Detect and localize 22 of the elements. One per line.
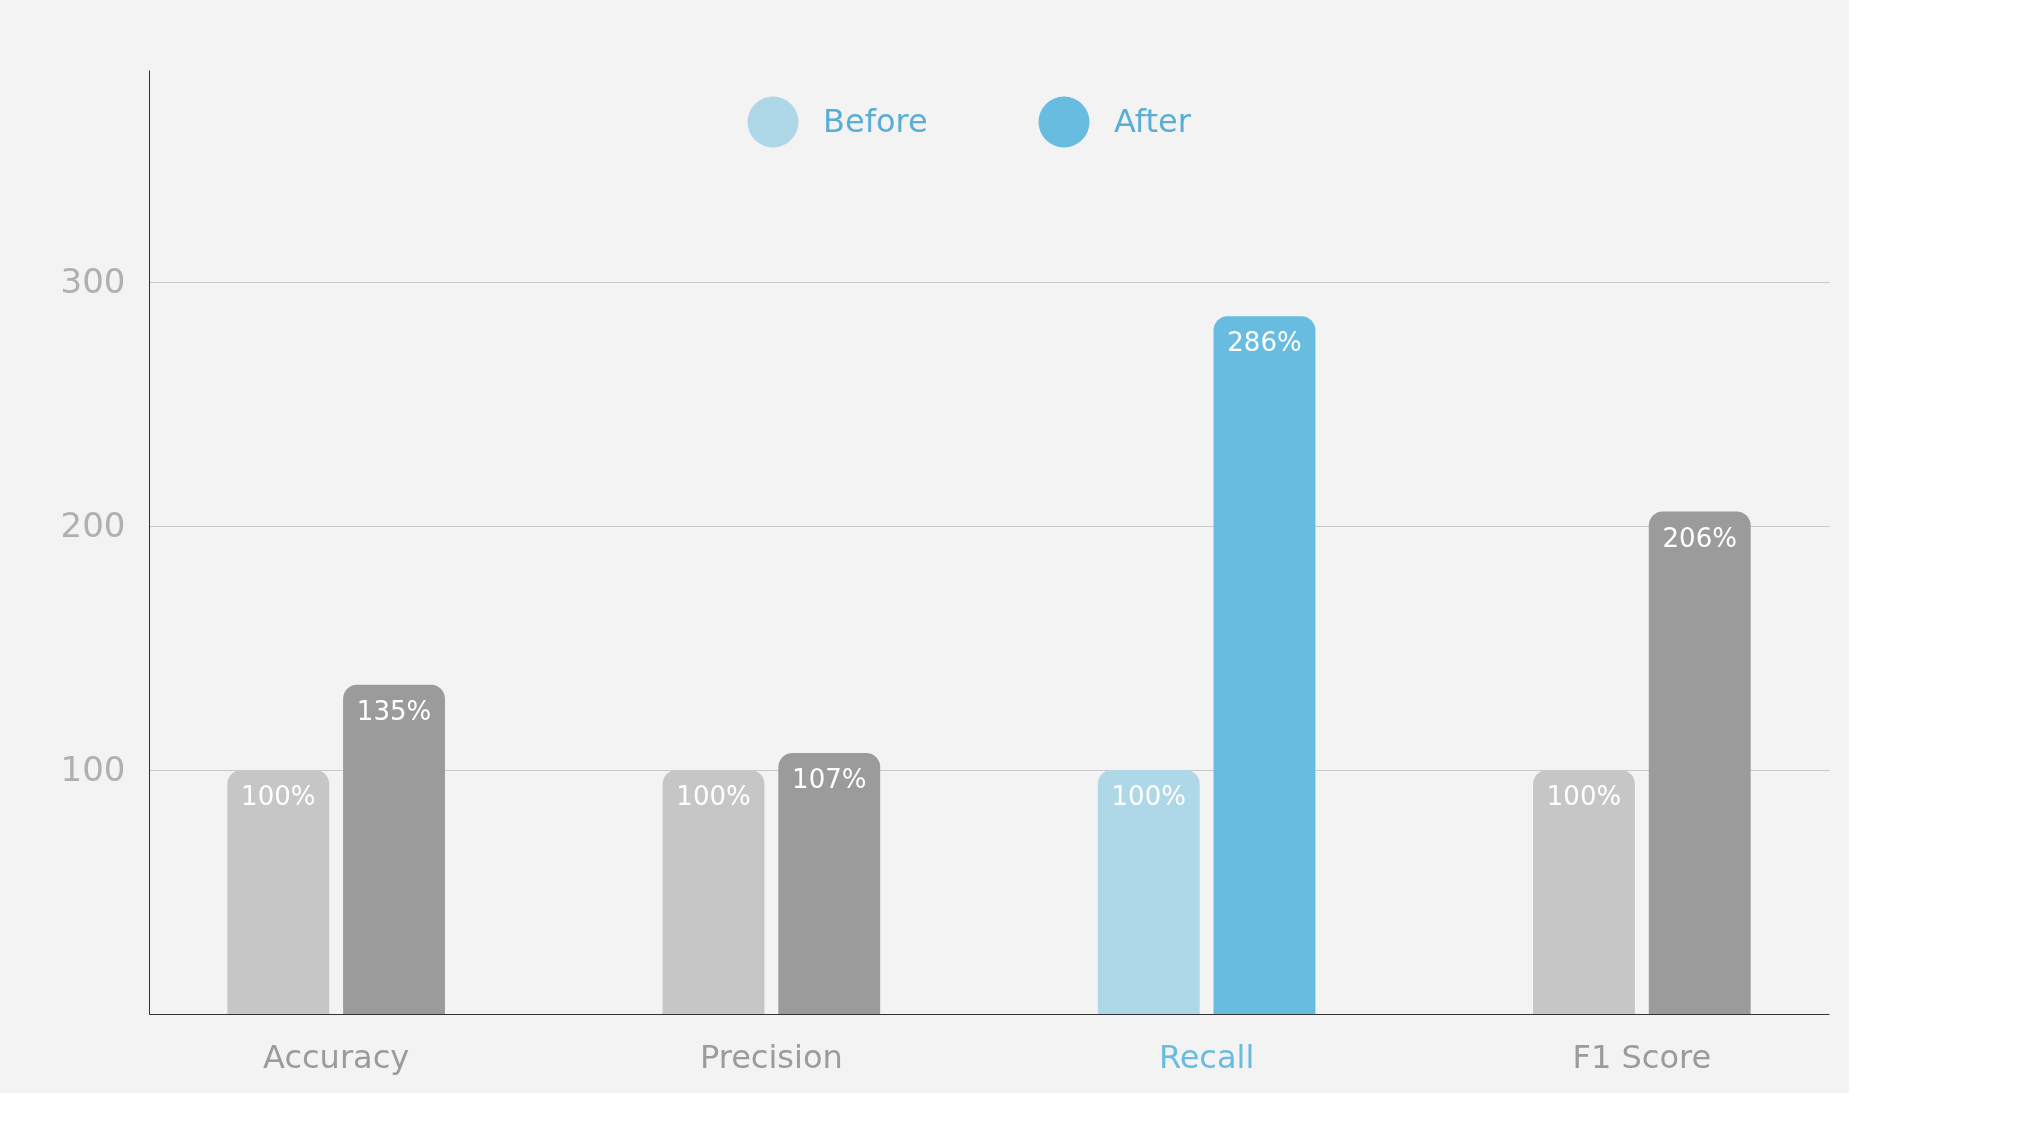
y-tick-label: 100 bbox=[60, 748, 126, 789]
y-tick-label: 200 bbox=[60, 504, 126, 545]
x-tick-label: F1 Score bbox=[1572, 1037, 1712, 1076]
data-label: 100% bbox=[1546, 781, 1622, 812]
data-label: 100% bbox=[676, 781, 751, 812]
data-label: 286% bbox=[1227, 327, 1302, 358]
bar bbox=[343, 684, 445, 1014]
bar bbox=[1648, 511, 1751, 1014]
bar bbox=[1213, 316, 1316, 1014]
legend-label: After bbox=[1114, 102, 1192, 140]
bar bbox=[778, 753, 881, 1014]
data-label: 206% bbox=[1662, 522, 1737, 553]
x-tick-label: Recall bbox=[1158, 1037, 1255, 1076]
legend-label: Before bbox=[823, 102, 928, 140]
data-label: 107% bbox=[792, 764, 867, 794]
x-tick-label: Precision bbox=[699, 1037, 843, 1076]
bar bbox=[1097, 770, 1200, 1014]
y-tick-label: 300 bbox=[60, 260, 126, 301]
data-label: 135% bbox=[356, 695, 432, 726]
x-tick-label: Accuracy bbox=[263, 1037, 410, 1076]
data-label: 100% bbox=[241, 781, 316, 812]
data-label: 100% bbox=[1111, 781, 1186, 812]
